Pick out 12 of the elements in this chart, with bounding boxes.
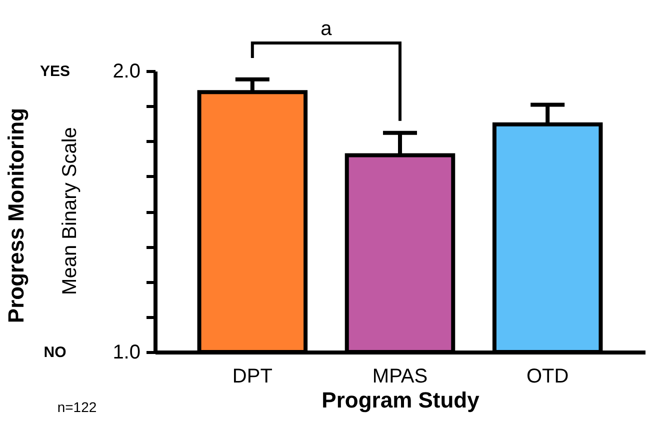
y-axis-title: Progress Monitoring [4,108,28,324]
y-tick-label: 1.0 [112,342,140,364]
x-axis-title: Program Study [322,388,480,412]
text: YES [40,63,70,80]
x-tick-label: OTD [526,366,569,388]
x-tick-label: DPT [232,366,272,388]
text: Mean Binary Scale [59,127,81,295]
text: n=122 [57,399,97,415]
y-tick-label: 2.0 [112,60,140,82]
text: a [320,18,333,40]
text: NO [44,344,67,361]
x-tick-label: MPAS [372,366,428,388]
